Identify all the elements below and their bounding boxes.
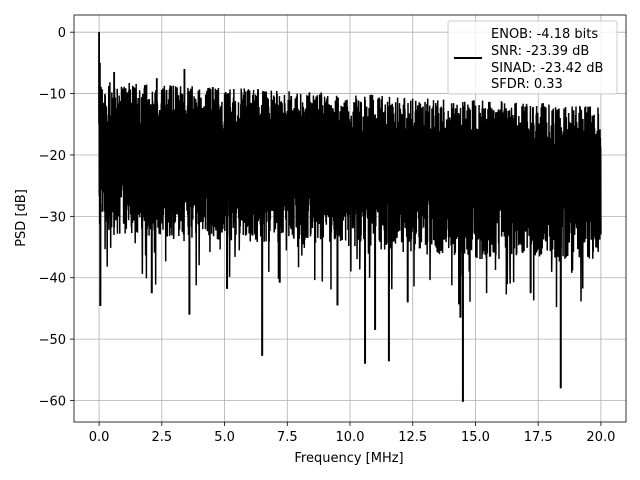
x-tick-label-1: 2.5 xyxy=(151,430,172,445)
legend: ENOB: -4.18 bits SNR: -23.39 dB SINAD: -… xyxy=(447,20,618,95)
y-tick-label-1: −10 xyxy=(39,88,66,103)
x-axis-label: Frequency [MHz] xyxy=(294,451,403,466)
legend-box xyxy=(447,20,618,95)
x-tick-label-8: 20.0 xyxy=(586,430,615,445)
psd-line xyxy=(98,32,602,402)
x-tick-label-6: 15.0 xyxy=(461,430,490,445)
psd-series xyxy=(98,32,602,402)
y-tick-label-2: −20 xyxy=(39,149,66,164)
legend-snr: SNR: -23.39 dB xyxy=(491,44,589,59)
y-tick-label-5: −50 xyxy=(39,333,66,348)
x-tick-label-7: 17.5 xyxy=(524,430,553,445)
y-tick-label-4: −40 xyxy=(39,272,66,287)
x-tick-label-2: 5.0 xyxy=(214,430,235,445)
legend-sinad: SINAD: -23.42 dB xyxy=(491,61,603,76)
y-tick-label-6: −60 xyxy=(39,395,66,410)
x-tick-label-4: 10.0 xyxy=(336,430,365,445)
y-axis-label: PSD [dB] xyxy=(14,189,29,247)
x-tick-label-5: 12.5 xyxy=(398,430,427,445)
x-tick-label-0: 0.0 xyxy=(89,430,110,445)
y-tick-label-0: 0 xyxy=(58,26,66,41)
legend-enob: ENOB: -4.18 bits xyxy=(491,27,598,42)
ticks: 0.0 2.5 5.0 7.5 10.0 12.5 15.0 17.5 20.0 0 −10 −20 −… xyxy=(39,26,616,445)
legend-sfdr: SFDR: 0.33 xyxy=(491,77,563,92)
y-tick-label-3: −30 xyxy=(39,210,66,225)
x-tick-label-3: 7.5 xyxy=(277,430,298,445)
